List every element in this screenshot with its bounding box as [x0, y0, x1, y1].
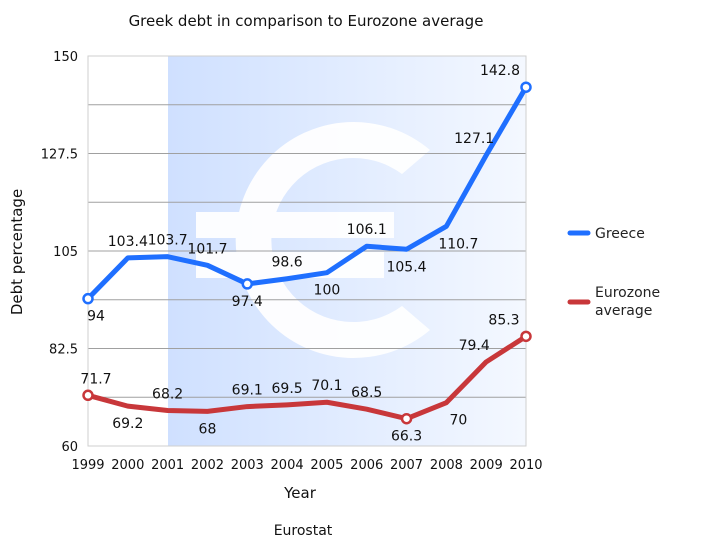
x-tick-labels: 1999 2000 2001 2002 2003 2004 2005 2006 2007 2008… — [71, 458, 542, 473]
data-label: 69.5 — [272, 381, 303, 397]
series-eurozone: 71.7 69.2 68.2 68 69.1 69.5 70.1 68.5 66.3 70 79.4… — [80, 312, 532, 445]
x-tick-label: 2000 — [111, 458, 144, 473]
y-tick-label: 82.5 — [49, 343, 78, 358]
x-tick-label: 1999 — [71, 458, 104, 473]
legend-label-greece: Greece — [595, 226, 645, 242]
data-label: 85.3 — [488, 312, 519, 328]
y-tick-label: 150 — [53, 50, 78, 65]
legend-item-greece: Greece — [567, 226, 645, 242]
legend-label-eurozone: Eurozone average — [595, 285, 665, 319]
data-label: 106.1 — [347, 222, 387, 238]
y-tick-label: 127.5 — [41, 148, 78, 163]
data-label: 68 — [199, 421, 217, 437]
x-tick-label: 2004 — [271, 458, 304, 473]
x-tick-label: 2008 — [430, 458, 463, 473]
data-point-marker — [520, 330, 532, 343]
plot-frame — [87, 55, 527, 447]
x-tick-label: 2007 — [390, 458, 423, 473]
legend-label-eurozone-line2: average — [595, 303, 652, 319]
data-label: 110.7 — [438, 236, 478, 252]
data-label: 103.4 — [108, 234, 148, 250]
data-label: 142.8 — [480, 63, 520, 79]
data-point-marker — [82, 389, 94, 402]
y-tick-labels: 60 82.5 105 127.5 150 — [41, 50, 78, 455]
x-tick-label: 2003 — [231, 458, 264, 473]
chart-title: Greek debt in comparison to Eurozone ave… — [129, 12, 484, 30]
x-axis-title: Year — [283, 484, 317, 502]
x-tick-label: 2005 — [310, 458, 343, 473]
data-point-marker — [82, 292, 94, 305]
y-axis-title: Debt percentage — [8, 189, 26, 315]
data-label: 97.4 — [232, 294, 263, 310]
data-label: 79.4 — [459, 338, 490, 354]
data-label: 127.1 — [454, 131, 494, 147]
data-point-marker — [241, 278, 254, 290]
data-label: 98.6 — [272, 255, 303, 271]
series-line — [85, 84, 529, 302]
data-label: 103.7 — [148, 233, 188, 249]
data-label: 94 — [87, 309, 105, 325]
legend-label-eurozone-line1: Eurozone — [595, 285, 660, 301]
data-label: 69.2 — [112, 416, 143, 432]
data-label: 70.1 — [311, 378, 342, 394]
data-point-marker — [400, 412, 413, 425]
series-line — [85, 333, 529, 422]
data-label: 68.2 — [152, 386, 183, 402]
x-tick-label: 2009 — [470, 458, 503, 473]
data-label: 105.4 — [386, 259, 426, 275]
y-tick-label: 60 — [61, 440, 78, 455]
x-tick-label: 2002 — [191, 458, 224, 473]
data-label: 71.7 — [80, 371, 111, 387]
data-label: 66.3 — [391, 429, 422, 445]
data-point-marker — [520, 81, 532, 93]
data-label: 69.1 — [232, 383, 263, 399]
legend-item-eurozone: Eurozone average — [567, 285, 665, 319]
data-label: 100 — [314, 283, 341, 299]
legend: Greece Eurozone average — [567, 226, 665, 319]
data-label: 70 — [449, 413, 467, 429]
x-tick-label: 2010 — [509, 458, 542, 473]
y-tick-label: 105 — [53, 245, 78, 260]
source-note: Eurostat — [274, 523, 333, 539]
x-tick-label: 2001 — [151, 458, 184, 473]
data-label: 68.5 — [351, 385, 382, 401]
x-tick-label: 2006 — [350, 458, 383, 473]
data-label: 101.7 — [187, 241, 227, 257]
